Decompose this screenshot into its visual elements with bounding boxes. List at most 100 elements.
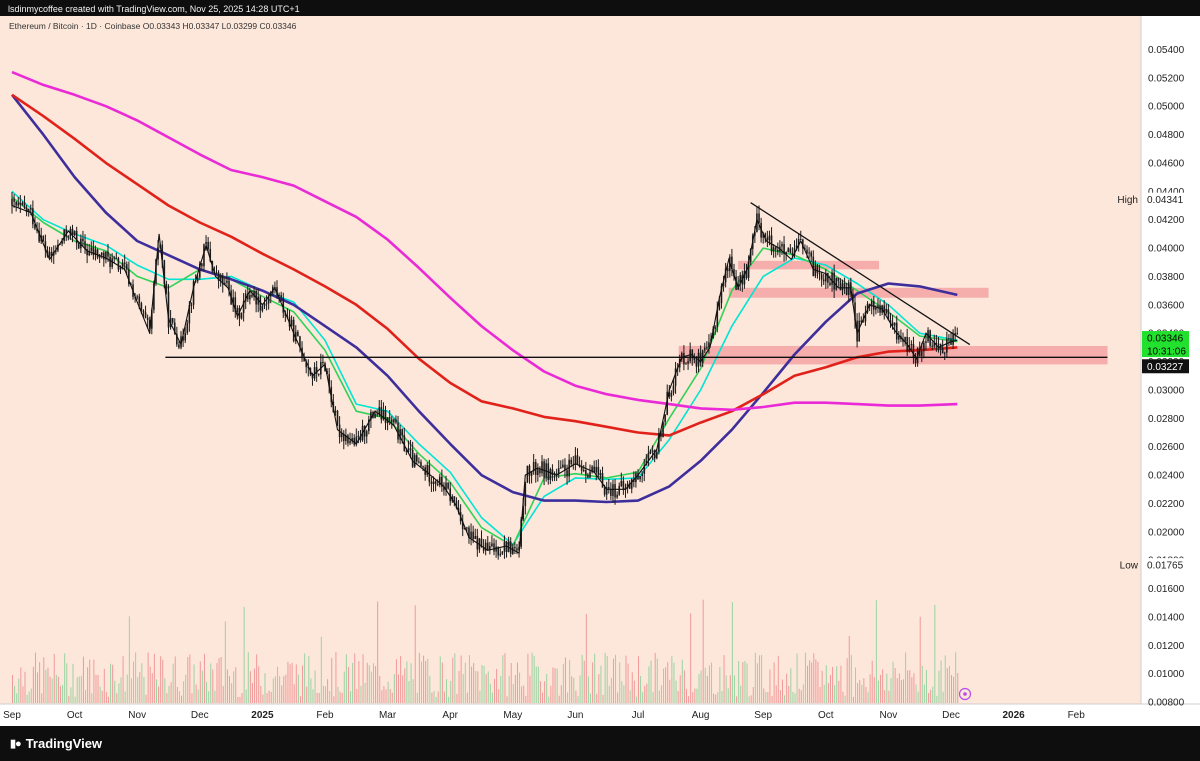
volume-bar xyxy=(193,664,195,703)
volume-bar xyxy=(581,654,583,703)
volume-bar xyxy=(944,655,946,703)
price-tick-label: 0.00800 xyxy=(1148,698,1185,709)
volume-bar xyxy=(827,683,829,703)
candle-body xyxy=(885,309,888,314)
volume-bar xyxy=(408,681,410,703)
chart-canvas[interactable]: 0.05400 0.05200 0.05000 0.04800 0.04600 0.044… xyxy=(0,0,1200,726)
volume-bar xyxy=(708,665,710,703)
volume-bar xyxy=(360,685,362,703)
candle-body xyxy=(315,367,318,374)
volume-bar xyxy=(951,674,952,703)
volume-bar xyxy=(128,616,130,703)
volume-bar xyxy=(809,660,811,703)
candle-body xyxy=(745,270,748,278)
candle-body xyxy=(739,275,742,284)
candle-body xyxy=(73,230,76,236)
price-candles xyxy=(11,191,959,560)
volume-bar xyxy=(30,688,32,703)
support-price-marker-value: 0.03227 xyxy=(1147,362,1184,373)
candle-body xyxy=(265,303,268,305)
candle-body xyxy=(96,249,99,258)
candle-body xyxy=(355,436,358,445)
chart-settings-icon[interactable] xyxy=(958,687,972,701)
volume-bar xyxy=(577,696,579,703)
volume-bar xyxy=(57,676,59,703)
volume-bar xyxy=(781,679,783,703)
volume-bar xyxy=(525,695,527,703)
volume-bar xyxy=(110,663,112,703)
volume-bar xyxy=(55,674,57,703)
volume-bar xyxy=(162,659,164,703)
volume-bar xyxy=(796,653,798,703)
candle-body xyxy=(482,546,485,551)
volume-bar xyxy=(266,692,268,703)
tradingview-logo[interactable]: ▮● TradingView xyxy=(10,736,102,751)
volume-bar xyxy=(635,696,637,703)
last-price-marker-countdown: 10:31:06 xyxy=(1147,347,1186,358)
candle-body xyxy=(322,361,324,364)
volume-bar xyxy=(212,669,214,703)
candle-body xyxy=(340,433,343,438)
time-tick-label: Dec xyxy=(942,710,960,721)
volume-bar xyxy=(671,656,673,703)
candle-body xyxy=(931,345,934,347)
volume-bar xyxy=(489,683,491,703)
volume-bar xyxy=(433,690,435,703)
volume-bar xyxy=(790,668,792,703)
volume-bar xyxy=(669,679,671,703)
volume-bar xyxy=(429,675,431,703)
time-tick-label: Dec xyxy=(191,710,209,721)
candle-body xyxy=(566,470,568,477)
volume-bar xyxy=(779,690,781,703)
volume-bar xyxy=(425,661,427,703)
candle-body xyxy=(480,538,483,547)
volume-bar xyxy=(331,657,333,703)
candle-body xyxy=(50,251,53,256)
footer-bar: ▮● TradingView xyxy=(0,726,1200,761)
volume-bar xyxy=(688,696,690,703)
volume-bar xyxy=(116,693,118,703)
volume-bar xyxy=(829,675,831,703)
volume-bar xyxy=(347,667,349,703)
symbol-legend[interactable]: Ethereum / Bitcoin · 1D · Coinbase O0.03… xyxy=(9,21,297,31)
volume-bar xyxy=(740,685,742,703)
volume-bar xyxy=(573,677,575,703)
candle-body xyxy=(564,464,566,471)
candle-body xyxy=(390,419,393,423)
volume-bar xyxy=(385,689,387,703)
candle-body xyxy=(305,361,308,368)
volume-bar xyxy=(260,685,262,703)
volume-bar xyxy=(70,687,72,703)
candle-body xyxy=(666,391,669,415)
candle-body xyxy=(121,262,124,268)
volume-bar xyxy=(174,656,176,703)
volume-bar xyxy=(114,680,116,703)
drawn-lines[interactable] xyxy=(165,202,1108,358)
candle-body xyxy=(718,303,721,310)
price-tick-label: 0.04400 xyxy=(1148,187,1185,198)
volume-bar xyxy=(873,677,875,703)
candle-body xyxy=(879,305,881,313)
volume-bar xyxy=(748,696,750,703)
volume-bar xyxy=(742,662,744,703)
candle-body xyxy=(589,471,591,478)
candle-body xyxy=(489,546,491,550)
candle-body xyxy=(484,542,487,551)
candle-body xyxy=(497,546,499,556)
volume-bar xyxy=(562,663,564,703)
volume-bar xyxy=(487,671,489,703)
volume-bar xyxy=(775,685,777,703)
volume-bar xyxy=(68,695,70,703)
volume-bar xyxy=(454,653,456,703)
volume-bar xyxy=(341,692,343,703)
volume-bar xyxy=(788,685,790,703)
candle-body xyxy=(25,207,28,213)
volume-bar xyxy=(91,693,93,703)
candle-body xyxy=(363,425,366,437)
volume-bar xyxy=(133,661,135,703)
volume-bar xyxy=(871,660,873,703)
volume-bar xyxy=(389,689,391,703)
volume-bar xyxy=(723,655,725,703)
candle-body xyxy=(541,461,543,474)
volume-bar xyxy=(898,673,900,703)
